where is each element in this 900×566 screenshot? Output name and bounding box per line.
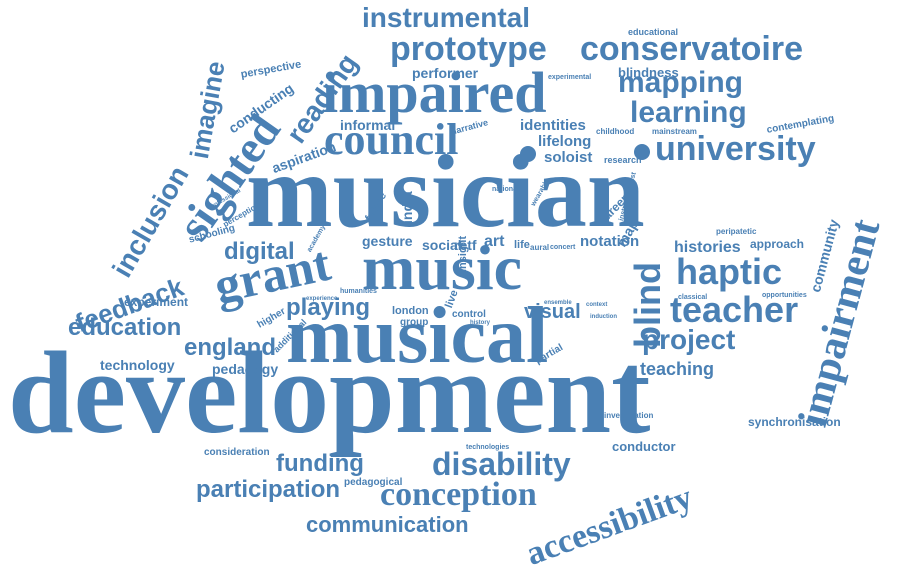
word-england: england [184, 334, 277, 361]
word-visual: visual [524, 301, 581, 323]
word-national: national [492, 186, 519, 193]
word-consideration: consideration [204, 447, 270, 458]
word-induction: induction [590, 314, 617, 320]
word-investigation: investigation [604, 411, 654, 420]
word-conductor: conductor [612, 439, 676, 454]
word-india: india [399, 191, 415, 224]
word-conservatoire: conservatoire [580, 30, 803, 68]
word-technology: technology [100, 357, 175, 373]
word-insight: insight [457, 235, 469, 272]
word-mainstream: mainstream [652, 127, 697, 136]
word-instrumental: instrumental [362, 2, 531, 33]
word-blindness: blindness [618, 65, 679, 80]
word-retf: retf [454, 237, 477, 253]
word-mapping: mapping [618, 66, 743, 99]
word-soloist: soloist [544, 149, 593, 166]
dot-university [634, 144, 650, 160]
word-peripatetic: peripatetic [716, 227, 757, 236]
word-aural: aural [530, 243, 550, 252]
word-control: control [452, 309, 486, 320]
word-concert: concert [550, 244, 576, 251]
word-london: london [392, 305, 429, 317]
word-life: life [514, 239, 530, 251]
word-learning: learning [630, 96, 747, 129]
word-synchronisation: synchronisation [748, 415, 841, 429]
word-informal: informal [340, 117, 396, 133]
word-classical: classical [678, 294, 708, 301]
word-pedagogy: pedagogy [212, 361, 279, 377]
word-technologies: technologies [466, 444, 510, 451]
word-childhood: childhood [596, 127, 635, 136]
word-teaching: teaching [640, 359, 715, 379]
word-conception: conception [380, 476, 537, 513]
word-prototype: prototype [390, 30, 547, 68]
word-notation: notation [580, 233, 640, 250]
word-approach: approach [750, 237, 805, 251]
word-project: project [642, 324, 736, 355]
word-blind: blind [627, 262, 668, 348]
word-group: group [400, 317, 429, 328]
word-haptic: haptic [676, 251, 783, 292]
word-impaired: impaired [322, 60, 547, 125]
word-impairment: impairment [790, 214, 890, 432]
word-teacher: teacher [670, 289, 799, 330]
word-lifelong: lifelong [538, 133, 592, 150]
word-pedagogical: pedagogical [344, 477, 403, 488]
word-gesture: gesture [362, 233, 413, 249]
word-playing: playing [286, 294, 371, 321]
word-development: development [8, 327, 651, 458]
word-council: council [324, 115, 459, 164]
word-participation: participation [196, 476, 341, 503]
word-art: art [484, 233, 505, 250]
word-accessibility: accessibility [521, 478, 698, 566]
word-disability: disability [432, 446, 571, 482]
word-ensemble: ensemble [544, 300, 572, 306]
word-opportunities: opportunities [762, 292, 807, 299]
word-funding: funding [276, 450, 364, 477]
word-identities: identities [520, 117, 586, 134]
word-history: history [470, 320, 491, 326]
word-social: social [422, 237, 462, 253]
word-histories: histories [674, 239, 741, 256]
word-context: context [586, 302, 608, 308]
word-communication: communication [306, 512, 469, 537]
word-education: education [68, 314, 182, 341]
word-experiment: experiment [124, 295, 189, 309]
word-research: research [604, 155, 642, 165]
word-experience: experience [306, 296, 338, 302]
dot-council [520, 146, 536, 162]
word-perspective: perspective [239, 58, 303, 81]
word-music: music [362, 232, 522, 303]
word-educational: educational [628, 27, 679, 37]
word-performer: performer [412, 65, 479, 81]
word-musical: musical [286, 292, 549, 380]
word-experimental: experimental [548, 74, 592, 81]
word-digital: digital [224, 238, 295, 265]
word-humanities: humanities [340, 288, 377, 295]
word-university: university [655, 130, 816, 168]
word-musician: musician [246, 134, 645, 249]
